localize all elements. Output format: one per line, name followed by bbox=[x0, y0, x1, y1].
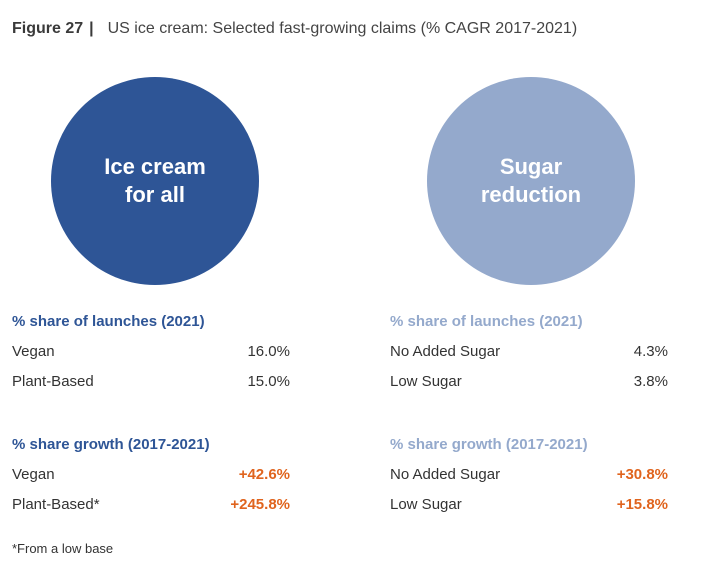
figure-title: US ice cream: Selected fast-growing clai… bbox=[107, 20, 578, 37]
left-share-panel: % share of launches (2021) Vegan 16.0% P… bbox=[12, 311, 290, 401]
circle-line-1: Ice cream bbox=[104, 154, 206, 179]
row-label: Plant-Based bbox=[12, 373, 94, 390]
right-growth-title: % share growth (2017-2021) bbox=[390, 436, 588, 453]
row-label: Low Sugar bbox=[390, 373, 462, 390]
row-label: Vegan bbox=[12, 466, 55, 483]
row-growth-value: +15.8% bbox=[616, 496, 668, 513]
table-row: Plant-Based* +245.8% bbox=[12, 494, 290, 524]
row-label: No Added Sugar bbox=[390, 466, 501, 483]
row-growth-value: +30.8% bbox=[616, 466, 668, 483]
figure-header: Figure 27 | US ice cream: Selected fast-gr… bbox=[12, 20, 577, 38]
table-row: Low Sugar 3.8% bbox=[390, 371, 668, 401]
table-row: Low Sugar +15.8% bbox=[390, 494, 668, 524]
row-label: Vegan bbox=[12, 343, 55, 360]
sugar-reduction-circle: Sugar reduction bbox=[427, 77, 635, 285]
table-row: Vegan +42.6% bbox=[12, 464, 290, 494]
circle-line-2: for all bbox=[125, 182, 185, 207]
ice-cream-for-all-circle: Ice cream for all bbox=[51, 77, 259, 285]
left-growth-title: % share growth (2017-2021) bbox=[12, 436, 210, 453]
left-share-title: % share of launches (2021) bbox=[12, 313, 205, 330]
circle-text: Ice cream for all bbox=[85, 153, 225, 209]
table-row: Plant-Based 15.0% bbox=[12, 371, 290, 401]
figure-label: Figure 27 bbox=[12, 20, 84, 37]
table-row: Vegan 16.0% bbox=[12, 341, 290, 371]
circle-line-1: Sugar bbox=[499, 154, 563, 179]
circle-text: Sugar reduction bbox=[461, 153, 601, 209]
right-growth-panel: % share growth (2017-2021) No Added Suga… bbox=[390, 434, 668, 524]
right-share-panel: % share of launches (2021) No Added Suga… bbox=[390, 311, 668, 401]
table-row: No Added Sugar 4.3% bbox=[390, 341, 668, 371]
row-growth-value: +42.6% bbox=[238, 466, 290, 483]
right-share-title: % share of launches (2021) bbox=[390, 313, 583, 330]
footnote: *From a low base bbox=[12, 541, 114, 556]
left-growth-panel: % share growth (2017-2021) Vegan +42.6% … bbox=[12, 434, 290, 524]
row-value: 4.3% bbox=[633, 343, 668, 360]
circle-line-2: reduction bbox=[480, 182, 582, 207]
figure-separator: | bbox=[89, 20, 94, 37]
row-label: Low Sugar bbox=[390, 496, 462, 513]
row-value: 3.8% bbox=[633, 373, 668, 390]
row-label: No Added Sugar bbox=[390, 343, 501, 360]
row-value: 16.0% bbox=[247, 343, 290, 360]
row-value: 15.0% bbox=[247, 373, 290, 390]
row-label: Plant-Based* bbox=[12, 496, 100, 513]
table-row: No Added Sugar +30.8% bbox=[390, 464, 668, 494]
row-growth-value: +245.8% bbox=[230, 496, 290, 513]
